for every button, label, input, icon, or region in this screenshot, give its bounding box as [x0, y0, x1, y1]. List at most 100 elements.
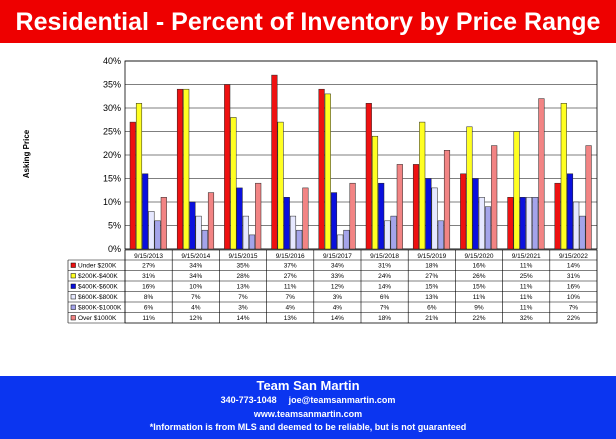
data-table-value: 11% [284, 284, 297, 291]
data-table-value: 6% [427, 305, 437, 312]
data-table-value: 31% [142, 273, 155, 280]
data-table-value: 11% [520, 305, 533, 312]
data-table-value: 26% [472, 273, 485, 280]
bar [160, 197, 167, 250]
x-tick-label: 9/15/2018 [370, 253, 399, 260]
y-tick-label: 40% [103, 56, 121, 66]
bar [195, 215, 202, 250]
bar [324, 93, 331, 250]
x-tick-label: 9/15/2015 [229, 253, 258, 260]
data-table-value: 7% [285, 294, 295, 301]
email-address: joe@teamsanmartin.com [288, 395, 396, 405]
data-table-value: 7% [380, 305, 390, 312]
data-table-value: 15% [425, 284, 438, 291]
bar [566, 173, 574, 250]
data-table-value: 10% [567, 294, 580, 301]
data-table-value: 16% [472, 263, 485, 270]
data-table-value: 21% [425, 315, 438, 322]
data-table-value: 14% [567, 263, 580, 270]
data-table-value: 31% [378, 263, 391, 270]
chart-title: Residential - Percent of Inventory by Pr… [0, 0, 616, 43]
x-tick-label: 9/15/2016 [276, 253, 305, 260]
y-tick-label: 35% [103, 80, 121, 90]
bar [519, 197, 526, 250]
bar [525, 197, 533, 250]
bar [176, 88, 184, 250]
data-table-value: 24% [378, 273, 391, 280]
data-table-value: 6% [144, 305, 154, 312]
data-table-value: 15% [472, 284, 485, 291]
data-table-value: 31% [567, 273, 580, 280]
x-tick-label: 9/15/2013 [134, 253, 163, 260]
x-tick-label: 9/15/2019 [417, 253, 446, 260]
data-table-value: 28% [236, 273, 249, 280]
data-table-value: 3% [333, 294, 343, 301]
data-table-value: 4% [333, 305, 343, 312]
data-table-value: 11% [520, 294, 533, 301]
y-tick-label: 15% [103, 174, 121, 184]
data-table-value: 10% [189, 284, 202, 291]
legend-label: Under $200K [78, 263, 117, 270]
bar [532, 197, 539, 250]
data-table-value: 13% [236, 284, 249, 291]
bar [271, 74, 278, 250]
data-table-value: 33% [331, 273, 344, 280]
y-tick-label: 20% [103, 150, 121, 160]
bar [560, 103, 567, 250]
bar [343, 229, 350, 250]
bar [349, 182, 356, 250]
bar [201, 229, 208, 250]
bar [283, 197, 290, 250]
data-table-value: 34% [189, 273, 202, 280]
bar [460, 173, 467, 250]
data-table-value: 34% [189, 263, 202, 270]
legend-swatch [70, 273, 76, 279]
bar [242, 215, 249, 250]
bar [491, 145, 498, 250]
bar [419, 121, 426, 250]
bar [573, 201, 580, 250]
legend-swatch [70, 294, 76, 300]
y-tick-label: 25% [103, 127, 121, 137]
data-table-value: 3% [238, 305, 248, 312]
data-table-value: 11% [473, 294, 486, 301]
bar [425, 178, 432, 250]
x-tick-label: 9/15/2020 [465, 253, 494, 260]
bar [337, 234, 344, 250]
data-table-value: 14% [378, 284, 391, 291]
bar [302, 187, 309, 250]
company-name: Team San Martin [256, 378, 360, 393]
data-table-value: 32% [520, 315, 533, 322]
data-table-value: 18% [425, 263, 438, 270]
data-table-value: 14% [236, 315, 249, 322]
bar [371, 135, 379, 250]
footer: Team San Martin 340-773-1048 joe@teamsanm… [0, 376, 616, 439]
legend-label: $200K-$400K [78, 273, 118, 280]
data-table-value: 11% [142, 315, 155, 322]
data-table-value: 16% [142, 284, 155, 291]
data-table-value: 8% [144, 294, 154, 301]
bar [538, 98, 545, 250]
bar [513, 131, 520, 250]
data-table-value: 27% [142, 263, 155, 270]
disclaimer: *Information is from MLS and deemed to b… [149, 422, 467, 432]
data-table-value: 25% [520, 273, 533, 280]
bar [154, 220, 161, 250]
bar [189, 201, 196, 250]
bar [330, 192, 338, 250]
bar [437, 220, 444, 250]
bar [396, 164, 403, 250]
data-table-value: 13% [425, 294, 438, 301]
data-table-value: 35% [236, 263, 249, 270]
bar [289, 215, 297, 250]
legend-label: $400K-$600K [78, 284, 118, 291]
x-tick-label: 9/15/2014 [181, 253, 210, 260]
legend-label: $600K-$800K [78, 294, 118, 301]
data-table-value: 34% [331, 263, 344, 270]
data-table-value: 11% [520, 284, 533, 291]
bar [236, 187, 243, 250]
bar [230, 117, 237, 250]
bar [390, 215, 397, 250]
website: www.teamsanmartin.com [253, 409, 363, 419]
y-tick-label: 30% [103, 103, 121, 113]
